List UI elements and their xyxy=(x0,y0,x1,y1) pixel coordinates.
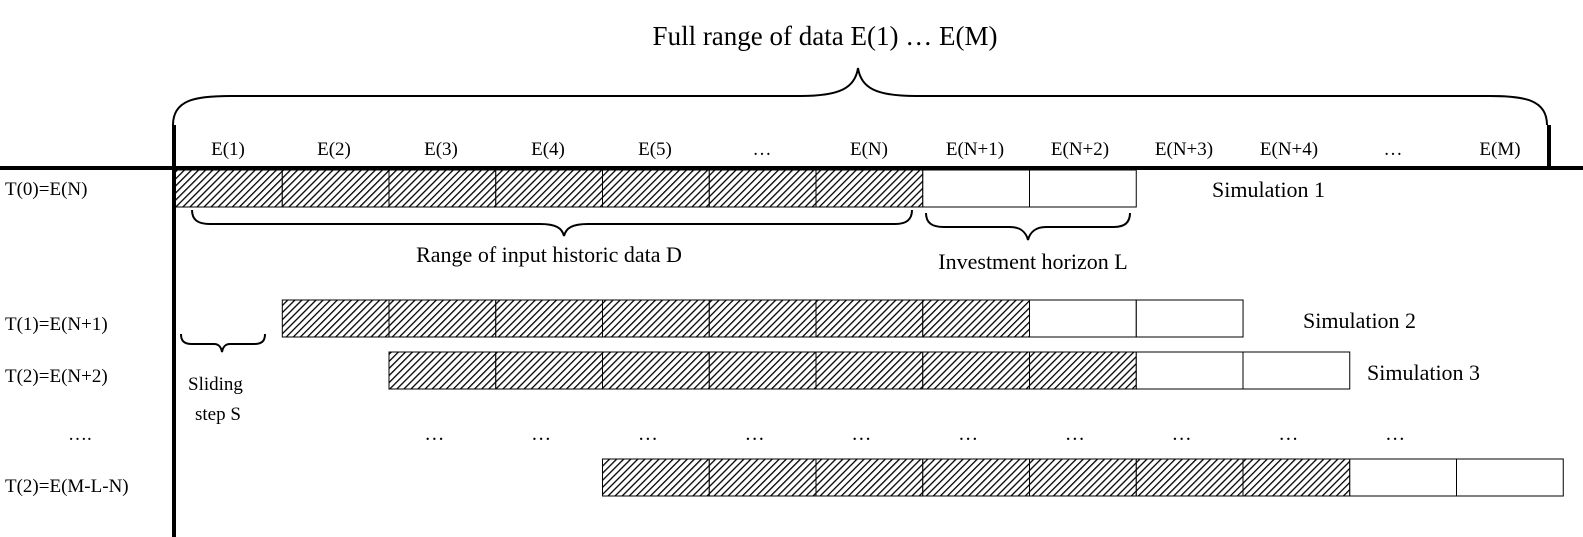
historic-data-cell xyxy=(388,169,497,208)
ellipsis-mark: … xyxy=(531,423,551,445)
column-label: E(N) xyxy=(850,139,888,160)
ellipsis-mark: … xyxy=(1278,423,1298,445)
historic-data-cell xyxy=(495,169,604,208)
ellipsis-mark: … xyxy=(1172,423,1192,445)
historic-data-cell xyxy=(388,299,497,338)
column-label: E(4) xyxy=(531,139,565,160)
window-cells xyxy=(175,169,1564,497)
diagram-title: Full range of data E(1) … E(M) xyxy=(653,21,998,51)
row-label: T(2)=E(N+2) xyxy=(5,366,108,387)
horizon-cell xyxy=(1029,299,1137,338)
historic-data-cell xyxy=(281,169,390,208)
ellipsis-mark: … xyxy=(424,423,444,445)
horizon-cell xyxy=(1456,458,1564,497)
historic-data-cell xyxy=(495,299,604,338)
row-label: T(0)=E(N) xyxy=(5,179,87,200)
ellipsis-mark: … xyxy=(745,423,765,445)
column-label: E(5) xyxy=(638,139,672,160)
horizon-label: Investment horizon L xyxy=(938,249,1127,274)
historic-data-cell xyxy=(1029,351,1137,390)
horizon-cell xyxy=(1135,351,1244,390)
historic-data-cell xyxy=(922,458,1031,497)
row-label: T(2)=E(M-L-N) xyxy=(5,476,129,497)
historic-data-cell xyxy=(815,169,924,208)
historic-data-cell xyxy=(388,351,497,390)
column-label: E(N+4) xyxy=(1260,139,1318,160)
historic-data-cell xyxy=(1135,458,1244,497)
ellipsis-mark: … xyxy=(1065,423,1085,445)
historic-data-cell xyxy=(602,299,710,338)
row-labels: T(0)=E(N) T(1)=E(N+1) T(2)=E(N+2) …. T(2… xyxy=(5,179,129,497)
horizon-cell xyxy=(1029,169,1137,208)
simulation-label: Simulation 3 xyxy=(1367,360,1480,385)
ellipsis-row: … … … … … … … … … … xyxy=(424,423,1405,445)
horizon-cell xyxy=(1242,351,1351,390)
historic-data-cell xyxy=(602,458,710,497)
column-label: E(1) xyxy=(211,139,245,160)
column-label: E(3) xyxy=(424,139,458,160)
sliding-step-brace xyxy=(180,333,266,353)
historic-data-cell xyxy=(602,169,710,208)
column-label: E(N+3) xyxy=(1155,139,1213,160)
sliding-step-label: Sliding xyxy=(188,374,243,395)
historic-data-cell xyxy=(922,351,1031,390)
historic-data-cell xyxy=(281,299,390,338)
historic-data-cell xyxy=(495,351,604,390)
historic-data-cell xyxy=(815,351,924,390)
row-label: …. xyxy=(68,424,92,445)
full-range-brace xyxy=(172,67,1548,126)
historic-data-cell xyxy=(815,299,924,338)
ellipsis-mark: … xyxy=(958,423,978,445)
horizon-brace xyxy=(925,212,1131,241)
historic-data-cell xyxy=(922,299,1031,338)
horizon-cell xyxy=(1135,299,1244,338)
ellipsis-mark: … xyxy=(851,423,871,445)
historic-data-cell xyxy=(175,169,283,208)
column-label: … xyxy=(753,139,772,160)
horizon-cell xyxy=(1349,458,1458,497)
historic-data-cell xyxy=(708,169,817,208)
column-label: E(N+2) xyxy=(1051,139,1109,160)
row-label: T(1)=E(N+1) xyxy=(5,314,108,335)
historic-data-cell xyxy=(1242,458,1351,497)
historic-range-label: Range of input historic data D xyxy=(416,242,682,267)
historic-data-cell xyxy=(708,299,817,338)
sliding-step-label: step S xyxy=(195,404,241,425)
historic-data-cell xyxy=(708,458,817,497)
historic-range-brace xyxy=(191,209,913,237)
column-headers: E(1) E(2) E(3) E(4) E(5) … E(N) E(N+1) E… xyxy=(211,139,1520,160)
historic-data-cell xyxy=(1029,458,1137,497)
column-label: E(2) xyxy=(317,139,351,160)
simulation-label: Simulation 2 xyxy=(1303,308,1416,333)
historic-data-cell xyxy=(708,351,817,390)
column-label: … xyxy=(1384,139,1403,160)
ellipsis-mark: … xyxy=(638,423,658,445)
simulation-label: Simulation 1 xyxy=(1212,177,1325,202)
ellipsis-mark: … xyxy=(1385,423,1405,445)
column-label: E(N+1) xyxy=(946,139,1004,160)
column-label: E(M) xyxy=(1479,139,1520,160)
horizon-cell xyxy=(922,169,1031,208)
historic-data-cell xyxy=(602,351,710,390)
historic-data-cell xyxy=(815,458,924,497)
